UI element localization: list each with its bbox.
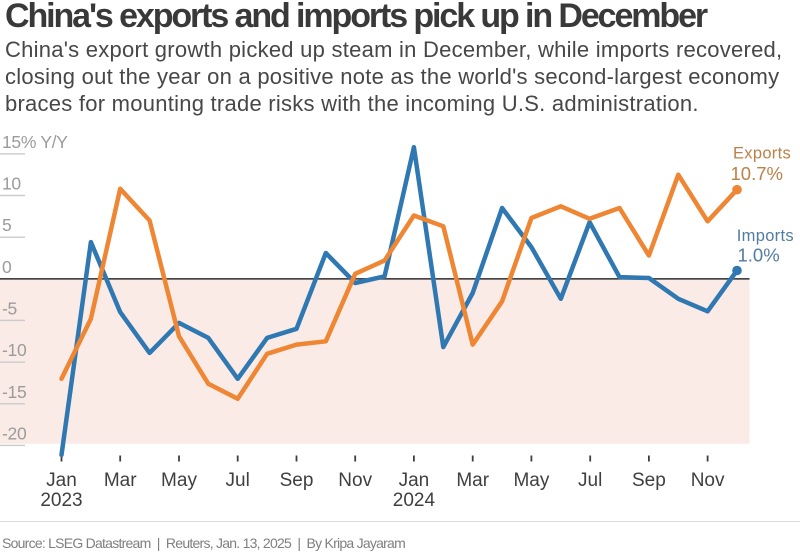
svg-text:Sep: Sep	[280, 470, 314, 491]
svg-text:Nov: Nov	[691, 470, 725, 491]
svg-text:Jan: Jan	[46, 470, 77, 491]
svg-text:May: May	[161, 470, 197, 491]
svg-text:-10: -10	[2, 340, 27, 360]
svg-text:10.7%: 10.7%	[731, 163, 783, 184]
svg-text:-5: -5	[2, 298, 17, 318]
svg-text:Imports: Imports	[737, 227, 794, 245]
svg-text:1.0%: 1.0%	[738, 245, 780, 266]
svg-text:Mar: Mar	[456, 470, 489, 491]
svg-text:Jan: Jan	[399, 470, 430, 491]
svg-text:15% Y/Y: 15% Y/Y	[2, 132, 68, 152]
svg-text:Sep: Sep	[632, 470, 666, 491]
svg-text:Jul: Jul	[578, 470, 602, 491]
svg-text:2024: 2024	[393, 490, 436, 511]
svg-text:-20: -20	[2, 423, 27, 443]
svg-text:Jul: Jul	[226, 470, 250, 491]
svg-text:Nov: Nov	[338, 470, 372, 491]
svg-text:May: May	[513, 470, 549, 491]
svg-text:10: 10	[2, 174, 21, 194]
svg-text:2023: 2023	[40, 490, 82, 511]
svg-text:5: 5	[2, 215, 11, 235]
svg-text:0: 0	[2, 257, 12, 277]
svg-text:Exports: Exports	[733, 145, 791, 163]
svg-text:-15: -15	[2, 382, 26, 402]
svg-text:Mar: Mar	[104, 470, 137, 491]
